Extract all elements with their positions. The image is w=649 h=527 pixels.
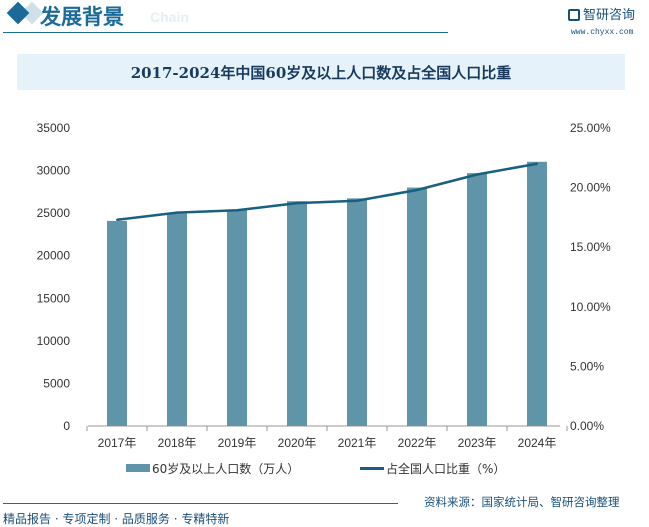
brand-logo: 智研咨询 — [568, 4, 635, 23]
x-tick-label: 2021年 — [338, 436, 377, 450]
x-tick-label: 2022年 — [398, 436, 437, 450]
y-left-tick-label: 20000 — [37, 249, 71, 263]
x-tick-label: 2019年 — [218, 436, 257, 450]
bar — [167, 213, 187, 426]
bar — [107, 220, 127, 426]
bar — [347, 198, 367, 426]
legend-item-bar: 60岁及以上人口数（万人） — [126, 460, 299, 477]
source-note: 资料来源：国家统计局、智研咨询整理 — [424, 495, 620, 509]
line-point — [176, 211, 178, 214]
x-tick-label: 2024年 — [518, 436, 557, 450]
line-point — [116, 218, 118, 221]
x-tick-label: 2023年 — [458, 436, 497, 450]
legend-item-line: 占全国人口比重（%） — [360, 460, 505, 477]
y-right-tick-label: 15.00% — [570, 240, 611, 254]
bar — [227, 209, 247, 426]
footer-tagline: 精品报告 · 专项定制 · 品质服务 · 专精特新 — [3, 512, 230, 526]
line-point — [236, 209, 238, 212]
y-right-tick-label: 20.00% — [570, 181, 611, 195]
y-left-tick-label: 5000 — [43, 376, 70, 390]
y-right-tick-label: 0.00% — [570, 419, 604, 433]
legend-swatch-bar — [126, 464, 150, 472]
y-left-tick-label: 35000 — [37, 121, 71, 135]
y-right-tick-label: 5.00% — [570, 359, 604, 373]
legend-label: 60岁及以上人口数（万人） — [152, 462, 300, 476]
line-point — [416, 188, 418, 191]
chart-title-band: 2017-2024年中国60岁及以上人口数及占全国人口比重 — [17, 54, 625, 90]
y-right-tick-label: 10.00% — [570, 300, 611, 314]
header-subtitle: Chain — [150, 9, 189, 25]
line-point — [356, 199, 358, 202]
bar — [467, 173, 487, 426]
bar — [407, 187, 427, 426]
line-point — [476, 173, 478, 176]
logo-text: 智研咨询 — [583, 8, 636, 23]
y-left-tick-label: 25000 — [37, 206, 71, 220]
x-tick-label: 2020年 — [278, 436, 317, 450]
legend-label: 占全国人口比重（%） — [386, 462, 506, 476]
bar — [527, 161, 547, 426]
y-left-tick-label: 15000 — [37, 291, 71, 305]
legend-swatch-line — [360, 467, 384, 470]
chart-title: 2017-2024年中国60岁及以上人口数及占全国人口比重 — [130, 64, 512, 82]
x-tick-label: 2018年 — [158, 436, 197, 450]
bar — [287, 201, 307, 426]
y-right-tick-label: 25.00% — [570, 121, 611, 135]
x-tick-label: 2017年 — [98, 436, 137, 450]
footer-divider — [3, 503, 398, 504]
brand-url: www.chyxx.com — [571, 28, 634, 37]
header-divider — [3, 32, 448, 33]
y-left-tick-label: 10000 — [37, 334, 71, 348]
y-left-tick-label: 30000 — [37, 164, 71, 178]
header-title: 发展背景 — [40, 4, 124, 29]
line-point — [536, 162, 538, 165]
line-point — [296, 202, 298, 205]
y-left-tick-label: 0 — [63, 419, 70, 433]
logo-icon — [568, 9, 580, 21]
chart: 0 5000 10000 15000 20000 25000 30000 35000 0.00%… — [37, 121, 611, 450]
line-series — [116, 162, 538, 222]
